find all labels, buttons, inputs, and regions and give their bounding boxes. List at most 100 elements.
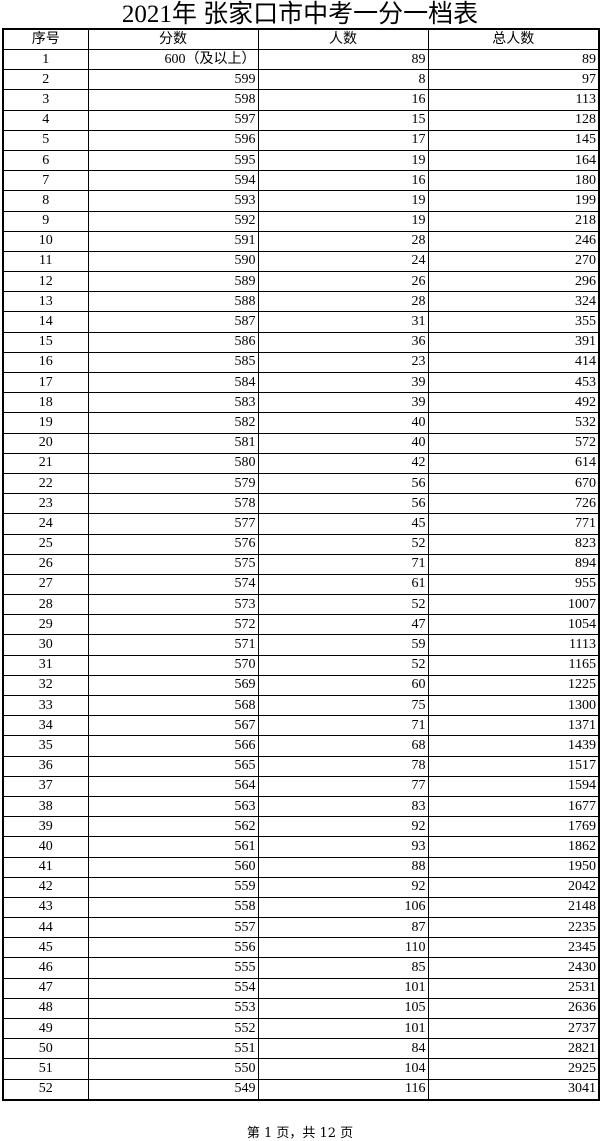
cell-cumulative: 2531 [427, 977, 600, 999]
cell-index: 15 [2, 331, 89, 353]
cell-count: 116 [257, 1078, 429, 1101]
cell-cumulative: 113 [427, 89, 600, 111]
cell-index: 50 [2, 1038, 89, 1060]
table-row: 28 573 52 1007 [2, 594, 600, 616]
header-count: 人数 [257, 28, 429, 50]
table-row: 12 589 26 296 [2, 271, 600, 293]
cell-score: 570 [87, 654, 259, 676]
cell-score: 586 [87, 331, 259, 353]
table-row: 49 552 101 2737 [2, 1017, 600, 1040]
cell-index: 1 [2, 48, 89, 71]
cell-index: 52 [2, 1078, 89, 1101]
cell-index: 9 [2, 210, 89, 232]
cell-cumulative: 453 [427, 371, 600, 394]
cell-count: 15 [257, 109, 429, 131]
cell-cumulative: 1517 [427, 755, 600, 777]
cell-index: 24 [2, 513, 89, 535]
cell-count: 42 [257, 452, 429, 474]
table-header-row: 序号 分数 人数 总人数 [2, 28, 600, 50]
cell-count: 60 [257, 674, 429, 697]
cell-index: 35 [2, 735, 89, 757]
table-row: 8 593 19 199 [2, 190, 600, 212]
cell-count: 89 [257, 48, 429, 71]
cell-cumulative: 246 [427, 230, 600, 252]
cell-score: 554 [87, 977, 259, 999]
cell-index: 45 [2, 937, 89, 959]
table-row: 33 568 75 1300 [2, 694, 600, 717]
cell-count: 101 [257, 1017, 429, 1040]
cell-index: 10 [2, 230, 89, 252]
table-row: 5 596 17 145 [2, 129, 600, 151]
cell-score: 587 [87, 311, 259, 333]
cell-count: 71 [257, 553, 429, 575]
cell-index: 43 [2, 896, 89, 919]
cell-count: 83 [257, 795, 429, 818]
cell-index: 22 [2, 472, 89, 495]
table-row: 37 564 77 1594 [2, 775, 600, 797]
table-row: 22 579 56 670 [2, 472, 600, 495]
cell-cumulative: 355 [427, 311, 600, 333]
cell-count: 40 [257, 412, 429, 434]
cell-score: 563 [87, 795, 259, 818]
cell-count: 59 [257, 634, 429, 656]
table-row: 27 574 61 955 [2, 573, 600, 596]
cell-index: 8 [2, 190, 89, 212]
cell-index: 26 [2, 553, 89, 575]
cell-score: 556 [87, 937, 259, 959]
cell-cumulative: 2925 [427, 1058, 600, 1080]
cell-index: 31 [2, 654, 89, 676]
cell-index: 18 [2, 392, 89, 414]
cell-count: 16 [257, 89, 429, 111]
cell-count: 88 [257, 856, 429, 878]
cell-count: 110 [257, 937, 429, 959]
cell-index: 2 [2, 69, 89, 91]
cell-index: 30 [2, 634, 89, 656]
cell-score: 591 [87, 230, 259, 252]
table-row: 51 550 104 2925 [2, 1058, 600, 1080]
cell-cumulative: 89 [427, 48, 600, 71]
cell-cumulative: 3041 [427, 1078, 600, 1101]
cell-score: 560 [87, 856, 259, 878]
cell-cumulative: 199 [427, 190, 600, 212]
cell-count: 16 [257, 170, 429, 192]
cell-count: 85 [257, 957, 429, 979]
cell-count: 77 [257, 775, 429, 797]
cell-cumulative: 1950 [427, 856, 600, 878]
cell-score: 572 [87, 614, 259, 636]
cell-cumulative: 391 [427, 331, 600, 353]
table-row: 29 572 47 1054 [2, 614, 600, 636]
cell-cumulative: 670 [427, 472, 600, 495]
cell-index: 6 [2, 149, 89, 172]
cell-index: 4 [2, 109, 89, 131]
cell-index: 27 [2, 573, 89, 596]
table-row: 20 581 40 572 [2, 432, 600, 454]
cell-index: 20 [2, 432, 89, 454]
cell-cumulative: 1677 [427, 795, 600, 818]
cell-cumulative: 1769 [427, 816, 600, 838]
cell-cumulative: 414 [427, 351, 600, 374]
cell-cumulative: 1439 [427, 735, 600, 757]
table-row: 38 563 83 1677 [2, 795, 600, 818]
cell-cumulative: 532 [427, 412, 600, 434]
cell-score: 573 [87, 594, 259, 616]
table-row: 48 553 105 2636 [2, 997, 600, 1020]
cell-score: 597 [87, 109, 259, 131]
cell-score: 555 [87, 957, 259, 979]
table-row: 34 567 71 1371 [2, 715, 600, 737]
cell-count: 56 [257, 493, 429, 515]
table-row: 6 595 19 164 [2, 149, 600, 172]
cell-score: 571 [87, 634, 259, 656]
cell-count: 45 [257, 513, 429, 535]
cell-cumulative: 2821 [427, 1038, 600, 1060]
cell-index: 41 [2, 856, 89, 878]
cell-cumulative: 955 [427, 573, 600, 596]
cell-score: 584 [87, 371, 259, 394]
cell-index: 16 [2, 351, 89, 374]
cell-cumulative: 145 [427, 129, 600, 151]
cell-count: 71 [257, 715, 429, 737]
cell-count: 87 [257, 917, 429, 939]
cell-score: 574 [87, 573, 259, 596]
cell-score: 561 [87, 836, 259, 858]
cell-cumulative: 894 [427, 553, 600, 575]
cell-index: 49 [2, 1017, 89, 1040]
